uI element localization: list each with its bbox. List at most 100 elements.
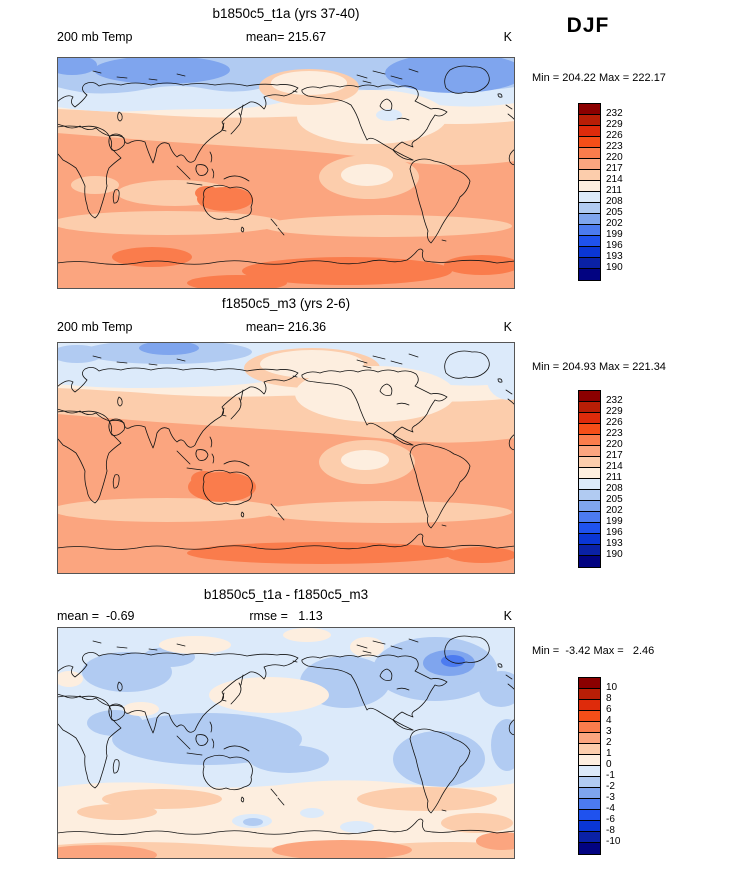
colorbar-tick-label: 6	[606, 704, 612, 715]
season-label: DJF	[566, 14, 610, 37]
colorbar-tick-label: 190	[606, 262, 623, 273]
colorbar-tick-label: -4	[606, 803, 615, 814]
colorbar-cell	[579, 821, 600, 832]
panel2-title: f1850c5_m3 (yrs 2-6)	[221, 296, 351, 311]
colorbar-cell	[579, 490, 600, 501]
colorbar-cell	[579, 424, 600, 435]
colorbar-tick-label: 226	[606, 130, 623, 141]
colorbar-cell	[579, 468, 600, 479]
panel2-minmax: Min = 204.93 Max = 221.34	[532, 361, 666, 373]
map-panel-3	[57, 627, 515, 859]
colorbar-tick-label: 217	[606, 163, 623, 174]
colorbar-cell	[579, 192, 600, 203]
colorbar-tick-label: 208	[606, 483, 623, 494]
colorbar-cell	[579, 512, 600, 523]
panel3-colorbar-wrap: 10 8 6 4 3 2 1 0 -1 -2 -3 -4 -6 -8 -10	[578, 677, 658, 855]
colorbar-cell	[579, 523, 600, 534]
colorbar-tick-label: 205	[606, 207, 623, 218]
colorbar-cell	[579, 203, 600, 214]
colorbar-cell	[579, 269, 600, 280]
colorbar-cell	[579, 457, 600, 468]
colorbar-tick-label: -1	[606, 770, 615, 781]
colorbar-cell	[579, 115, 600, 126]
colorbar-cell	[579, 766, 600, 777]
colorbar-cell	[579, 501, 600, 512]
panel3-title: b1850c5_t1a - f1850c5_m3	[203, 587, 369, 602]
colorbar-tick-label: 196	[606, 240, 623, 251]
colorbar-cell	[579, 733, 600, 744]
colorbar-cell	[579, 545, 600, 556]
panel2-units-label: K	[503, 320, 512, 334]
colorbar-cell	[579, 799, 600, 810]
panel2-variable-label: 200 mb Temp	[57, 320, 133, 334]
colorbar-tick-label: 193	[606, 251, 623, 262]
colorbar-cell	[579, 159, 600, 170]
contour-fills-panel1	[57, 57, 515, 289]
colorbar-tick-label: -2	[606, 781, 615, 792]
colorbar-cell	[579, 678, 600, 689]
colorbar-tick-label: 193	[606, 538, 623, 549]
panel1-variable-label: 200 mb Temp	[57, 30, 133, 44]
colorbar-tick-label: 199	[606, 516, 623, 527]
colorbar-tick-label: 220	[606, 152, 623, 163]
colorbar-cell	[579, 225, 600, 236]
colorbar-cell	[579, 700, 600, 711]
colorbar-tick-label: 2	[606, 737, 612, 748]
colorbar-cell	[579, 413, 600, 424]
map-panel-1	[57, 57, 515, 289]
colorbar-tick-label: 223	[606, 141, 623, 152]
colorbar-cell	[579, 722, 600, 733]
colorbar-tick-label: 229	[606, 119, 623, 130]
colorbar-cell	[579, 137, 600, 148]
panel1-units-label: K	[503, 30, 512, 44]
colorbar-tick-label: 196	[606, 527, 623, 538]
contour-fills-panel2	[57, 342, 515, 574]
colorbar-tick-label: 202	[606, 218, 623, 229]
colorbar-cell	[579, 744, 600, 755]
colorbar-tick-label: 190	[606, 549, 623, 560]
colorbar-cell	[579, 479, 600, 490]
colorbar-tick-label: 214	[606, 174, 623, 185]
colorbar-cell	[579, 170, 600, 181]
colorbar-tick-label: 205	[606, 494, 623, 505]
colorbar-cell	[579, 402, 600, 413]
colorbar-cell	[579, 181, 600, 192]
colorbar-cell	[579, 832, 600, 843]
colorbar-panel1	[578, 103, 601, 281]
colorbar-cell	[579, 247, 600, 258]
map-panel-2	[57, 342, 515, 574]
colorbar-tick-label: -6	[606, 814, 615, 825]
contour-fills-panel3	[57, 627, 515, 859]
colorbar-cell	[579, 755, 600, 766]
colorbar-tick-label: 214	[606, 461, 623, 472]
panel2-mean-label: mean= 216.36	[245, 320, 327, 334]
panel3-mean-label: mean = -0.69	[57, 609, 135, 623]
colorbar-cell	[579, 711, 600, 722]
colorbar-tick-label: 211	[606, 185, 622, 196]
colorbar-tick-label: 217	[606, 450, 623, 461]
colorbar-tick-label: 229	[606, 406, 623, 417]
panel1-colorbar-wrap: 232 229 226 223 220 217 214 211 208 205 202 199 196 1…	[578, 103, 658, 281]
colorbar-cell	[579, 810, 600, 821]
colorbar-cell	[579, 148, 600, 159]
colorbar-tick-label: 202	[606, 505, 623, 516]
panel3-rmse-label: rmse = 1.13	[249, 609, 323, 623]
colorbar-tick-label: 8	[606, 693, 612, 704]
colorbar-cell	[579, 214, 600, 225]
colorbar-panel2	[578, 390, 601, 568]
colorbar-cell	[579, 258, 600, 269]
colorbar-tick-label: 1	[606, 748, 612, 759]
colorbar-cell	[579, 777, 600, 788]
colorbar-cell	[579, 788, 600, 799]
colorbar-cell	[579, 534, 600, 545]
colorbar-tick-label: 3	[606, 726, 612, 737]
colorbar-tick-label: 10	[606, 682, 618, 693]
colorbar-tick-label: 226	[606, 417, 623, 428]
colorbar-tick-label: 220	[606, 439, 623, 450]
colorbar-cell	[579, 391, 600, 402]
colorbar-tick-label: 4	[606, 715, 612, 726]
colorbar-tick-label: 232	[606, 108, 623, 119]
panel1-minmax: Min = 204.22 Max = 222.17	[532, 72, 666, 84]
panel3-minmax: Min = -3.42 Max = 2.46	[532, 645, 655, 657]
colorbar-tick-label: -10	[606, 836, 621, 847]
